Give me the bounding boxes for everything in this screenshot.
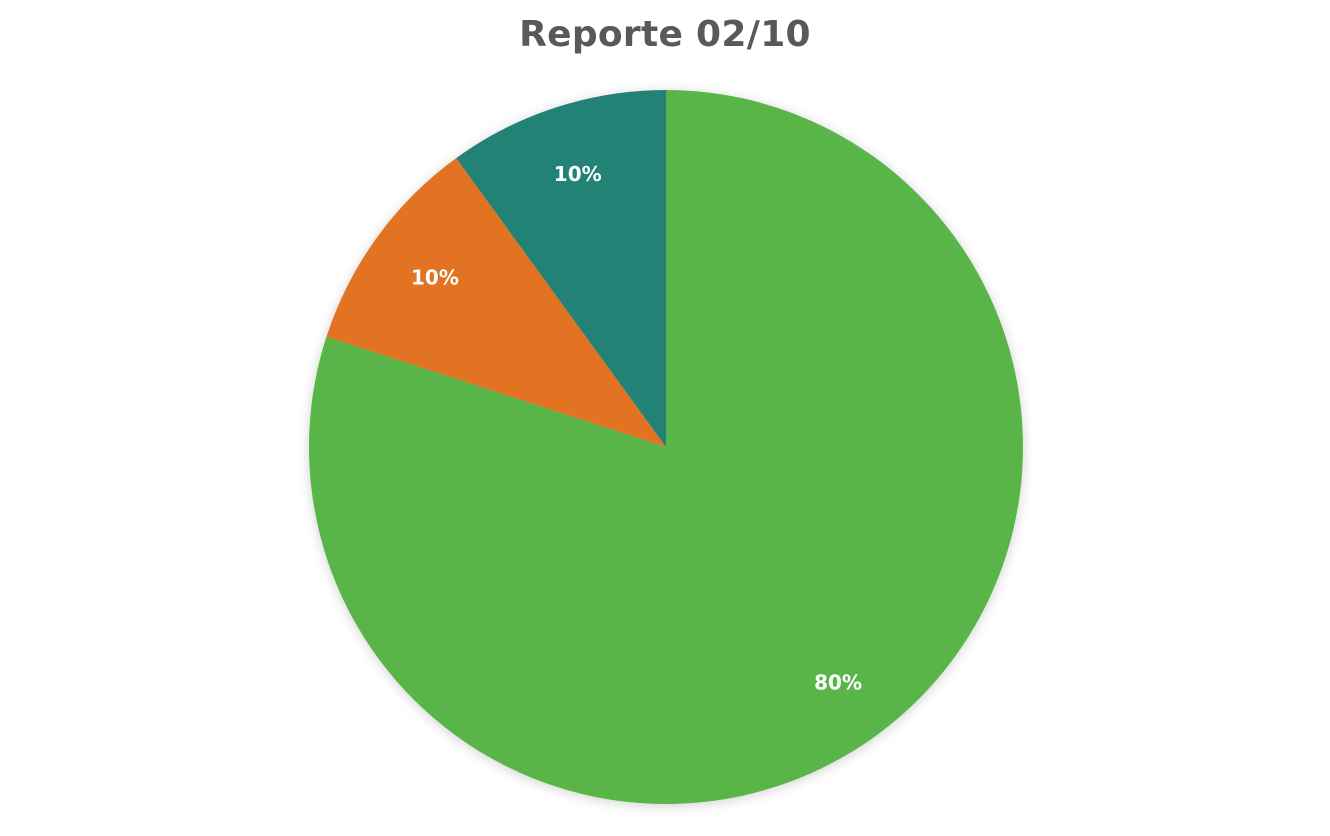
chart-title: Reporte 02/10 xyxy=(519,14,811,55)
pie-slice-label-1: 80% xyxy=(814,670,862,694)
pie-labels: 80% 10% 10% xyxy=(411,162,862,694)
pie-slices xyxy=(308,90,1023,804)
pie-slice-3 xyxy=(456,90,666,447)
pie-slice-label-3: 10% xyxy=(554,162,602,186)
pie-slice-2 xyxy=(326,158,666,447)
pie-slice-label-2: 10% xyxy=(411,266,459,290)
